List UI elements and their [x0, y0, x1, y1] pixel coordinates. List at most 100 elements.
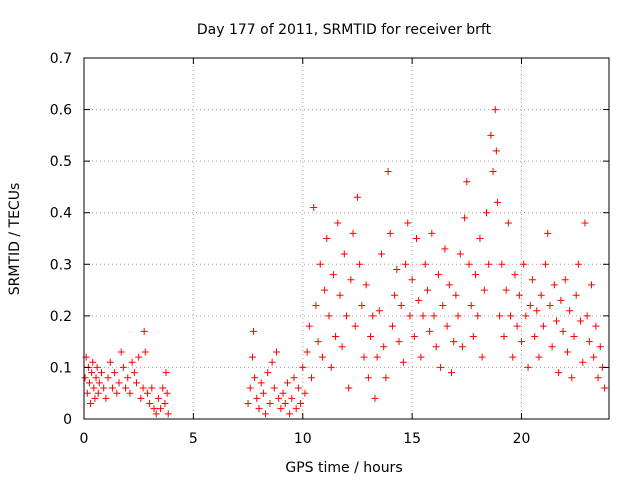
data-point: [441, 245, 449, 253]
data-point: [585, 338, 593, 346]
data-point: [286, 410, 294, 418]
data-point: [404, 219, 412, 227]
x-tick-label: 15: [403, 431, 421, 447]
data-point: [531, 332, 539, 340]
data-point: [504, 219, 512, 227]
chart-title: Day 177 of 2011, SRMTID for receiver brf…: [197, 22, 492, 38]
data-point: [509, 353, 517, 361]
data-point: [395, 338, 403, 346]
data-point: [159, 384, 167, 392]
data-point: [448, 369, 455, 377]
data-point: [143, 389, 151, 397]
data-point: [480, 286, 488, 294]
data-point: [537, 291, 545, 299]
y-tick-label: 0.3: [50, 257, 72, 273]
data-point: [106, 358, 114, 366]
data-point: [108, 384, 116, 392]
data-point: [590, 353, 598, 361]
data-point: [518, 338, 525, 346]
data-point: [513, 322, 521, 330]
data-point: [485, 260, 493, 268]
data-point: [312, 302, 320, 310]
data-point: [498, 260, 506, 268]
data-point: [251, 374, 259, 382]
data-point: [500, 332, 508, 340]
data-point: [434, 271, 442, 279]
data-point: [98, 369, 105, 377]
data-point: [111, 369, 119, 377]
data-point: [104, 374, 112, 382]
data-point: [570, 332, 578, 340]
data-point: [386, 229, 394, 237]
data-point: [362, 281, 370, 289]
data-point: [262, 410, 270, 418]
data-point: [507, 312, 515, 320]
data-point: [478, 353, 486, 361]
data-point: [555, 369, 563, 377]
data-point: [432, 343, 440, 351]
data-point: [458, 343, 466, 351]
data-point: [283, 379, 291, 387]
data-point: [399, 358, 407, 366]
data-point: [380, 343, 388, 351]
data-point: [553, 317, 560, 325]
data-point: [137, 394, 145, 402]
data-point: [489, 167, 497, 175]
data-point: [369, 312, 377, 320]
data-point: [445, 281, 453, 289]
data-point: [596, 343, 604, 351]
data-point: [360, 353, 368, 361]
data-point: [281, 400, 289, 408]
data-point: [384, 167, 392, 175]
data-point: [561, 276, 569, 284]
data-point: [601, 384, 609, 392]
data-point: [371, 394, 379, 402]
y-tick-label: 0: [63, 412, 72, 428]
data-point: [594, 374, 602, 382]
data-point: [303, 348, 311, 356]
data-point: [415, 296, 423, 304]
data-point: [533, 307, 541, 315]
data-point: [417, 353, 425, 361]
data-point: [535, 353, 543, 361]
data-point: [161, 400, 169, 408]
data-point: [353, 193, 361, 201]
data-point: [378, 250, 385, 258]
data-point: [548, 343, 556, 351]
data-point: [275, 394, 283, 402]
data-point: [583, 312, 591, 320]
data-point: [264, 369, 272, 377]
data-point: [461, 214, 469, 222]
data-point: [539, 322, 547, 330]
data-point: [388, 322, 396, 330]
data-point: [375, 307, 383, 315]
data-point: [456, 250, 464, 258]
data-point: [250, 327, 258, 335]
data-point: [336, 291, 344, 299]
data-point: [546, 302, 554, 310]
data-point: [122, 384, 130, 392]
data-point: [566, 307, 574, 315]
data-point: [465, 260, 473, 268]
x-tick-label: 10: [294, 431, 312, 447]
data-point: [253, 394, 261, 402]
data-point: [270, 384, 278, 392]
data-point: [402, 260, 410, 268]
data-point: [382, 374, 390, 382]
data-point: [117, 348, 125, 356]
data-point: [469, 332, 477, 340]
y-tick-label: 0.4: [50, 206, 72, 222]
data-point: [87, 400, 95, 408]
data-point: [119, 363, 127, 371]
data-point: [572, 291, 580, 299]
data-point: [146, 400, 154, 408]
data-point: [91, 394, 99, 402]
data-point: [124, 374, 132, 382]
data-point: [364, 374, 372, 382]
data-point: [113, 389, 121, 397]
data-point: [550, 281, 558, 289]
data-point: [81, 374, 89, 382]
data-point: [577, 317, 585, 325]
data-point: [288, 394, 296, 402]
plot-frame: [83, 57, 610, 420]
